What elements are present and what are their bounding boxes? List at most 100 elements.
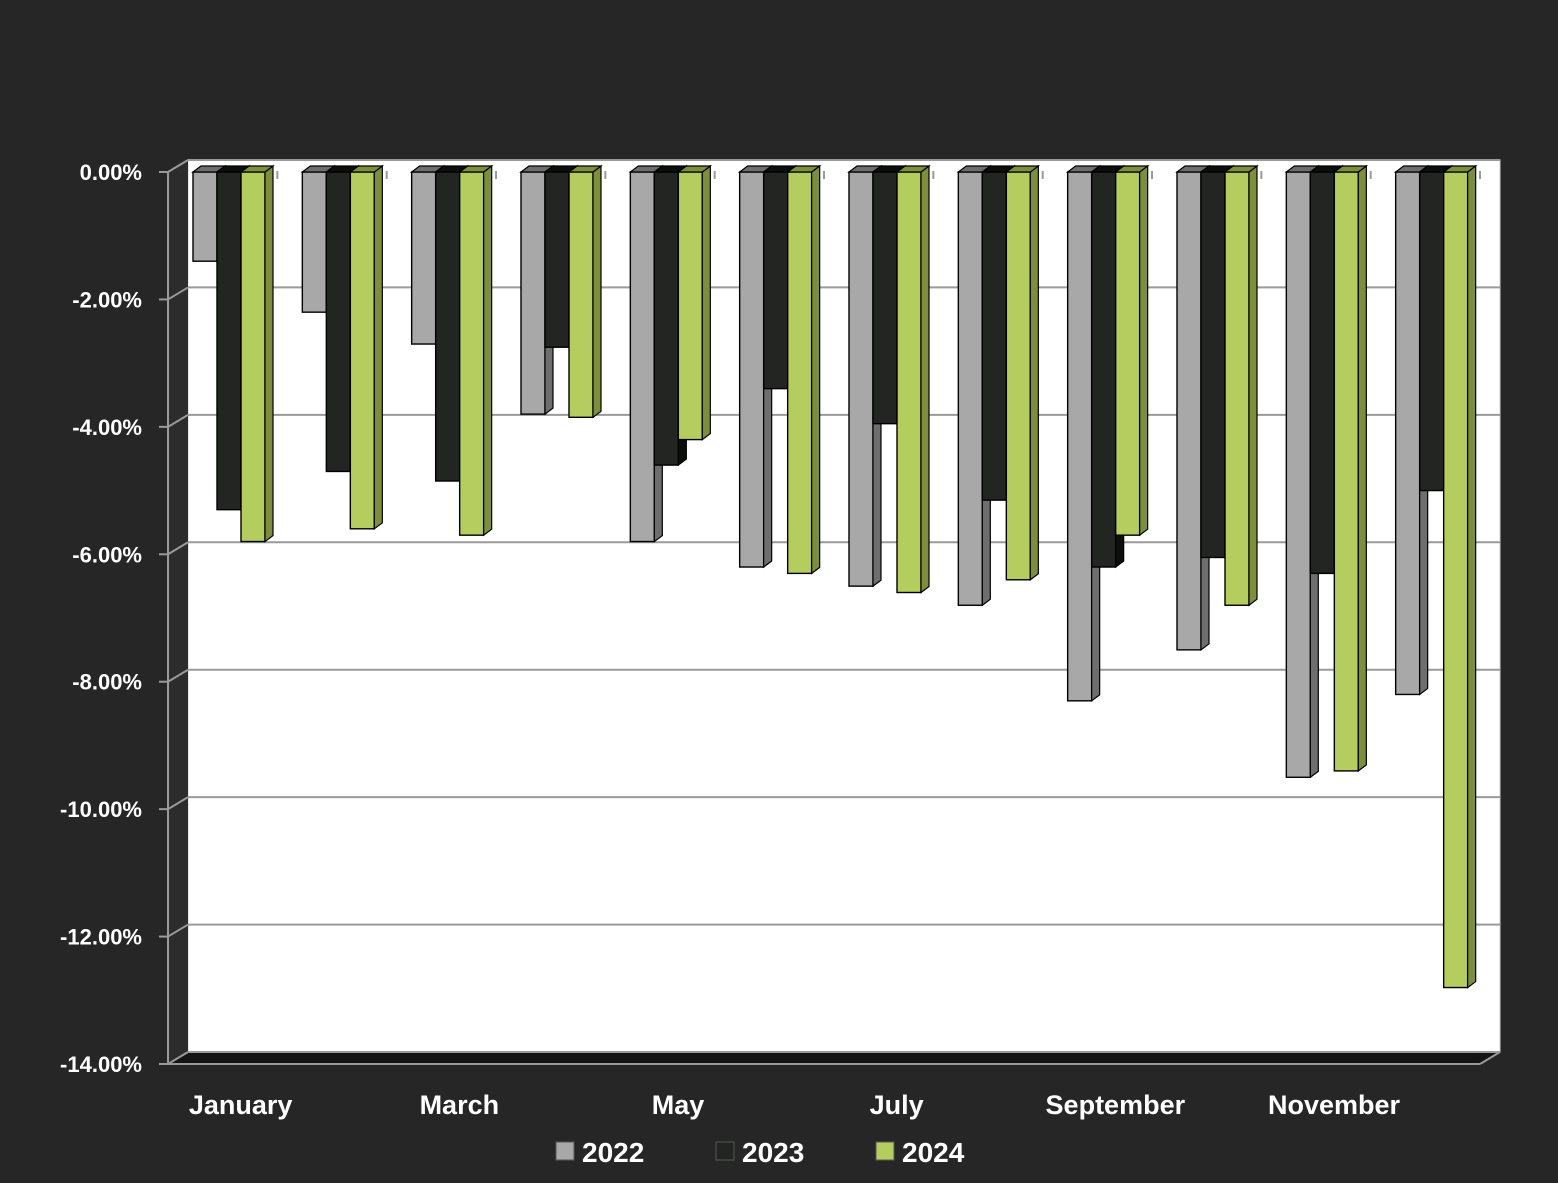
legend-label: 2024 (902, 1137, 965, 1168)
bar (1113, 164, 1150, 537)
bar-side (1139, 164, 1149, 537)
bar-top (239, 165, 275, 173)
legend-swatch (875, 1141, 895, 1161)
bar-front (762, 171, 789, 390)
bar-side (1029, 164, 1039, 581)
bars (191, 164, 1478, 989)
bar-top (1113, 165, 1150, 173)
bar (785, 164, 822, 575)
y-tick-label: -8.00% (72, 670, 142, 695)
x-tick-label: July (870, 1090, 924, 1120)
bar-side (920, 164, 930, 594)
y-tick-label: -6.00% (72, 542, 142, 567)
bar-top (1332, 165, 1369, 173)
y-tick-label: 0.00% (80, 160, 142, 185)
gridline-side (167, 668, 189, 683)
floor-edge (1479, 1051, 1501, 1065)
gridline-side (167, 286, 189, 301)
bar-front (738, 171, 765, 568)
bar-front (544, 171, 570, 348)
legend-swatch (555, 1141, 575, 1161)
bar-front (1200, 171, 1226, 559)
y-tick-label: -12.00% (60, 925, 142, 950)
x-tick-label: November (1268, 1090, 1401, 1120)
bar-side (811, 164, 821, 575)
bar-front (1394, 171, 1421, 696)
bar-front (1066, 171, 1093, 702)
gridline-side (167, 413, 189, 428)
bar (1332, 164, 1369, 773)
bar (457, 164, 494, 537)
bar-top (785, 165, 822, 173)
bar-top (676, 165, 713, 173)
axes (159, 171, 1501, 1065)
bar (239, 164, 275, 543)
bar-side (264, 164, 274, 543)
bar-front (1333, 171, 1360, 772)
bar-front (1442, 171, 1469, 989)
side-wall (168, 160, 188, 1064)
gridline-side (167, 923, 189, 938)
bar-side (1467, 164, 1477, 989)
bar-front (629, 171, 656, 543)
bar-front (458, 171, 485, 536)
bar-front (520, 171, 546, 415)
gridlines (167, 159, 1500, 1065)
y-tick-label: -4.00% (72, 415, 142, 440)
bar (1004, 164, 1041, 581)
bar (567, 164, 603, 419)
plot-walls (168, 159, 1501, 1064)
bar-front (1285, 171, 1312, 778)
x-tick-label: January (189, 1090, 293, 1120)
bar-top (1004, 165, 1041, 173)
bar-front (1005, 171, 1032, 581)
bar-front (786, 171, 813, 575)
bar-side (483, 164, 493, 537)
x-tick-label: May (652, 1090, 705, 1120)
bar-side (592, 164, 602, 419)
bar-front (1309, 171, 1336, 575)
bar-front (981, 171, 1008, 501)
bar-front (1418, 171, 1445, 492)
x-tick-label: March (420, 1090, 500, 1120)
bar (1441, 164, 1478, 989)
bar-front (896, 171, 922, 594)
bar-front (653, 171, 680, 466)
y-axis-labels: 0.00% -2.00% -4.00% -6.00% -8.00% -10.00% -12.… (60, 160, 142, 1077)
gridline-side (167, 796, 189, 811)
bar-top (895, 165, 931, 173)
bar-front (568, 171, 594, 419)
bar-top (1223, 165, 1259, 173)
legend-label: 2022 (582, 1137, 644, 1168)
legend-label: 2023 (742, 1137, 804, 1168)
gridline-side (167, 159, 189, 173)
y-tick-label: -10.00% (60, 797, 142, 822)
legend: 2022 2023 2024 (555, 1137, 965, 1168)
gridline-side (167, 541, 189, 556)
bar-front (1176, 171, 1202, 651)
bar (628, 164, 665, 543)
bar-side (373, 164, 383, 530)
bar-side (1248, 164, 1258, 607)
bar-top (567, 165, 603, 173)
bar-side (1357, 164, 1367, 773)
bar (348, 164, 385, 530)
bar-front (410, 171, 437, 345)
gridline-side (167, 1051, 189, 1065)
bar-front (192, 171, 218, 262)
bar-front (872, 171, 898, 425)
bar-front (240, 171, 266, 543)
legend-swatch (715, 1141, 735, 1161)
x-axis-labels: January March May July September November (189, 1090, 1401, 1120)
bar (676, 164, 713, 441)
bar (1223, 164, 1259, 607)
bar-front (957, 171, 984, 606)
bar-front (848, 171, 874, 587)
floor (168, 1052, 1500, 1064)
bar-front (216, 171, 242, 511)
bar-front (325, 171, 352, 473)
bar-front (301, 171, 328, 313)
bar-front (349, 171, 376, 530)
bar-top (348, 165, 385, 173)
